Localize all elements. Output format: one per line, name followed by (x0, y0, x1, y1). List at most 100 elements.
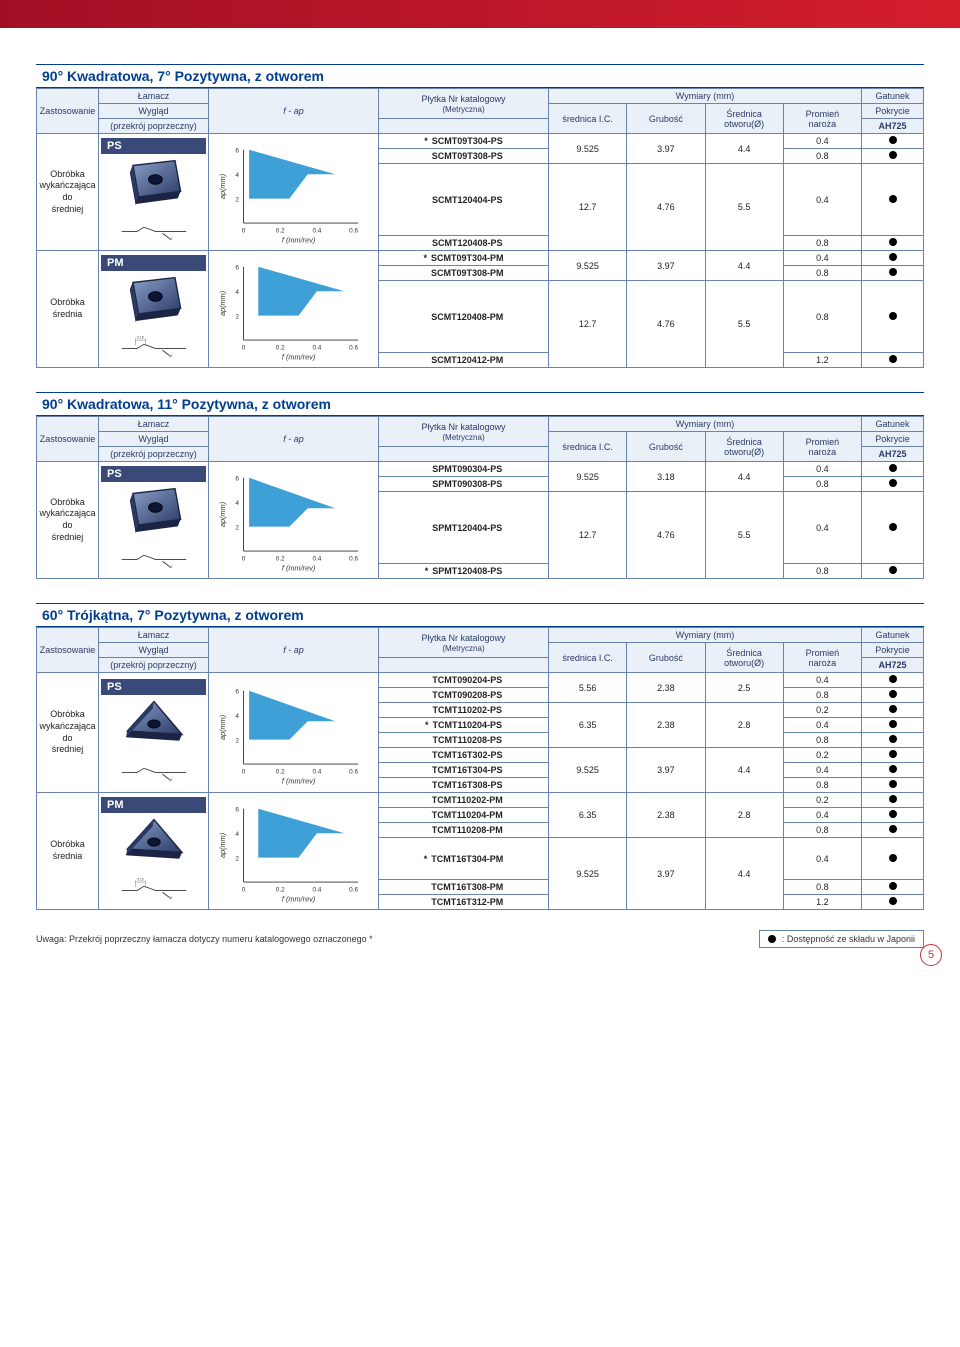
catalog-cell: *TCMT16T304-PM (379, 838, 549, 880)
catalog-cell: *SCMT09T308-PM (379, 266, 549, 281)
catalog-cell: *SPMT090304-PS (379, 462, 549, 477)
dot-icon (889, 312, 897, 320)
radius-cell: 0.4 (783, 251, 861, 266)
insert-square-icon (119, 154, 189, 212)
svg-text:0.4: 0.4 (312, 768, 321, 775)
thickness-cell: 3.18 (627, 462, 705, 492)
ah725-cell (862, 281, 924, 353)
dot-icon (889, 268, 897, 276)
ah725-cell (862, 808, 924, 823)
radius-cell: 0.4 (783, 462, 861, 477)
catalog-cell: *TCMT16T304-PS (379, 763, 549, 778)
ah725-cell (862, 778, 924, 793)
ic-cell: 5.56 (549, 673, 627, 703)
profile-icon: ⌀ 0.15 (120, 873, 188, 903)
ah725-cell (862, 353, 924, 368)
svg-text:0.6: 0.6 (349, 227, 358, 234)
thickness-cell: 3.97 (627, 251, 705, 281)
legend-box: : Dostępność ze składu w Japonii (759, 930, 924, 948)
svg-text:0: 0 (241, 555, 245, 562)
section: 90° Kwadratowa, 7° Pozytywna, z otworem … (36, 64, 924, 368)
bore-cell: 5.5 (705, 164, 783, 251)
ah725-cell (862, 733, 924, 748)
catalog-cell: *TCMT110204-PS (379, 718, 549, 733)
ah725-cell (862, 149, 924, 164)
legend-text: : Dostępność ze składu w Japonii (782, 934, 915, 944)
page-number: 5 (920, 944, 942, 966)
ah725-cell (862, 266, 924, 281)
bore-cell: 4.4 (705, 462, 783, 492)
spec-table: Zastosowanie Łamacz f - ap Płytka Nr kat… (36, 416, 924, 579)
radius-cell: 0.8 (783, 564, 861, 579)
fap-chart: 00.20.40.6246 f (mm/rev) ap(mm) (214, 136, 374, 246)
radius-cell: 0.8 (783, 688, 861, 703)
dot-icon (889, 479, 897, 487)
ah725-cell (862, 838, 924, 880)
catalog-cell: *TCMT110208-PS (379, 733, 549, 748)
thickness-cell: 4.76 (627, 281, 705, 368)
dot-icon (889, 897, 897, 905)
insert-triangle-icon (119, 695, 189, 753)
catalog-cell: *SCMT120404-PS (379, 164, 549, 236)
dot-icon (889, 690, 897, 698)
fap-chart: 00.20.40.6246 f (mm/rev) ap(mm) (214, 677, 374, 787)
svg-text:ap(mm): ap(mm) (218, 714, 227, 739)
radius-cell: 0.8 (783, 733, 861, 748)
chart-cell: 00.20.40.6246 f (mm/rev) ap(mm) (209, 673, 379, 793)
svg-text:0.4: 0.4 (312, 555, 321, 562)
bore-cell: 4.4 (705, 134, 783, 164)
application-cell: Obróbkawykańczającadośredniej (37, 134, 99, 251)
svg-text:2: 2 (235, 855, 239, 862)
table-row: Obróbkaśrednia PM ⌀ 0.15 (37, 793, 924, 808)
catalog-cell: *SPMT090308-PS (379, 477, 549, 492)
radius-cell: 0.8 (783, 477, 861, 492)
svg-text:ap(mm): ap(mm) (218, 502, 227, 527)
ah725-cell (862, 492, 924, 564)
svg-text:0: 0 (241, 344, 245, 351)
catalog-cell: *TCMT110208-PM (379, 823, 549, 838)
application-cell: Obróbkaśrednia (37, 251, 99, 368)
dot-icon (889, 355, 897, 363)
ah725-cell (862, 688, 924, 703)
dot-icon (889, 238, 897, 246)
chart-cell: 00.20.40.6246 f (mm/rev) ap(mm) (209, 251, 379, 368)
ah725-cell (862, 673, 924, 688)
radius-cell: 0.4 (783, 808, 861, 823)
radius-cell: 0.4 (783, 492, 861, 564)
svg-text:4: 4 (235, 712, 239, 719)
radius-cell: 0.8 (783, 149, 861, 164)
radius-cell: 0.4 (783, 134, 861, 149)
svg-text:0.4: 0.4 (312, 886, 321, 893)
dot-icon (889, 780, 897, 788)
svg-text:⌀: ⌀ (169, 895, 172, 900)
thickness-cell: 2.38 (627, 793, 705, 838)
dot-icon (889, 523, 897, 531)
radius-cell: 0.8 (783, 266, 861, 281)
chart-cell: 00.20.40.6246 f (mm/rev) ap(mm) (209, 793, 379, 910)
catalog-cell: *SPMT120408-PS (379, 564, 549, 579)
chipbreaker-label: PM (101, 255, 206, 271)
svg-text:0.2: 0.2 (275, 768, 284, 775)
svg-text:2: 2 (235, 737, 239, 744)
catalog-cell: *SCMT09T304-PM (379, 251, 549, 266)
ah725-cell (862, 703, 924, 718)
dot-icon (889, 750, 897, 758)
chipbreaker-label: PS (101, 466, 206, 482)
table-row: Obróbkawykańczającadośredniej PS ⌀ (37, 462, 924, 477)
insert-image-cell: PS ⌀ (99, 462, 209, 579)
catalog-cell: *SCMT120408-PS (379, 236, 549, 251)
bore-cell: 4.4 (705, 748, 783, 793)
ic-cell: 6.35 (549, 703, 627, 748)
bore-cell: 4.4 (705, 838, 783, 910)
svg-text:⌀: ⌀ (169, 236, 172, 241)
radius-cell: 0.8 (783, 281, 861, 353)
svg-text:6: 6 (235, 688, 239, 695)
svg-text:2: 2 (235, 313, 239, 320)
catalog-cell: *TCMT110202-PM (379, 793, 549, 808)
svg-text:0.4: 0.4 (312, 344, 321, 351)
dot-icon (889, 705, 897, 713)
ah725-cell (862, 251, 924, 266)
thickness-cell: 2.38 (627, 703, 705, 748)
radius-cell: 0.8 (783, 778, 861, 793)
dot-icon (889, 151, 897, 159)
